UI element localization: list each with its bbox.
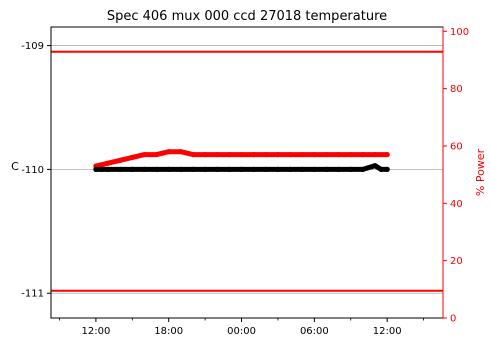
- temperature-point: [226, 166, 233, 173]
- y-tick-label-right: 60: [450, 141, 463, 152]
- temperature-point: [311, 166, 317, 173]
- power-point: [275, 151, 281, 158]
- x-axis: 12:00 18:00 00:00 06:00 12:00: [59, 318, 424, 337]
- temperature-point: [178, 166, 184, 173]
- limit-lines: [51, 50, 443, 292]
- y-axis-left: -109 -110 -111: [21, 41, 51, 300]
- temperature-point: [299, 166, 305, 173]
- x-tick-label: 12:00: [81, 326, 110, 337]
- temperature-point: [238, 166, 245, 173]
- temperature-point: [166, 166, 172, 173]
- power-point: [238, 151, 245, 158]
- temperature-point: [275, 166, 281, 173]
- x-tick-label: 06:00: [300, 326, 329, 337]
- temperature-point: [323, 166, 330, 173]
- power-point: [263, 151, 269, 158]
- power-point: [214, 151, 220, 158]
- y-axis-label-left: C: [11, 160, 19, 173]
- temperature-point: [372, 163, 378, 169]
- power-point: [360, 151, 366, 158]
- temperature-point: [287, 166, 293, 173]
- y-tick-label-right: 80: [450, 84, 463, 95]
- temperature-point: [336, 166, 342, 173]
- temperature-point: [153, 166, 160, 173]
- power-series: [93, 149, 390, 169]
- power-point: [190, 151, 196, 158]
- power-point: [384, 151, 390, 158]
- y-axis-right: 0 20 40 60 80 100: [442, 27, 469, 325]
- power-point: [251, 151, 257, 158]
- power-point: [117, 157, 123, 163]
- power-point: [372, 151, 378, 158]
- temperature-point: [117, 166, 123, 173]
- y-tick-label-left: -109: [21, 41, 44, 52]
- temperature-point: [202, 166, 208, 173]
- temperature-point: [348, 166, 354, 173]
- power-point: [178, 149, 184, 155]
- power-point: [323, 151, 330, 158]
- power-point: [287, 151, 293, 158]
- power-point: [202, 151, 208, 158]
- x-tick-label: 18:00: [154, 326, 183, 337]
- power-point: [336, 151, 342, 158]
- temperature-point: [251, 166, 257, 173]
- temperature-point: [105, 166, 111, 173]
- temperature-point: [190, 166, 196, 173]
- temperature-point: [378, 166, 384, 173]
- power-point: [153, 151, 160, 158]
- y-tick-label-left: -111: [21, 289, 44, 300]
- power-point: [299, 151, 305, 158]
- y-tick-label-right: 20: [450, 256, 463, 267]
- temperature-series: [93, 163, 390, 173]
- chart-title: Spec 406 mux 000 ccd 27018 temperature: [107, 9, 387, 24]
- temperature-point: [263, 166, 269, 173]
- power-point: [311, 151, 317, 158]
- temperature-point: [141, 166, 148, 173]
- x-tick-label: 00:00: [227, 326, 256, 337]
- y-tick-label-left: -110: [21, 165, 44, 176]
- power-point: [226, 151, 233, 158]
- temperature-point: [360, 166, 366, 173]
- power-point: [129, 154, 135, 161]
- power-point: [348, 151, 354, 158]
- temperature-point: [93, 166, 99, 173]
- power-point: [141, 151, 148, 158]
- y-tick-label-right: 100: [450, 27, 469, 38]
- temperature-point: [214, 166, 220, 173]
- temperature-point: [384, 166, 390, 173]
- temperature-point: [129, 166, 135, 173]
- y-axis-label-right: % Power: [474, 148, 487, 196]
- power-point: [105, 160, 111, 166]
- temperature-point: [99, 166, 105, 173]
- power-point: [166, 149, 172, 155]
- y-tick-label-right: 0: [450, 314, 456, 325]
- y-tick-label-right: 40: [450, 199, 463, 210]
- x-tick-label: 12:00: [373, 326, 402, 337]
- plot-area: [50, 26, 444, 319]
